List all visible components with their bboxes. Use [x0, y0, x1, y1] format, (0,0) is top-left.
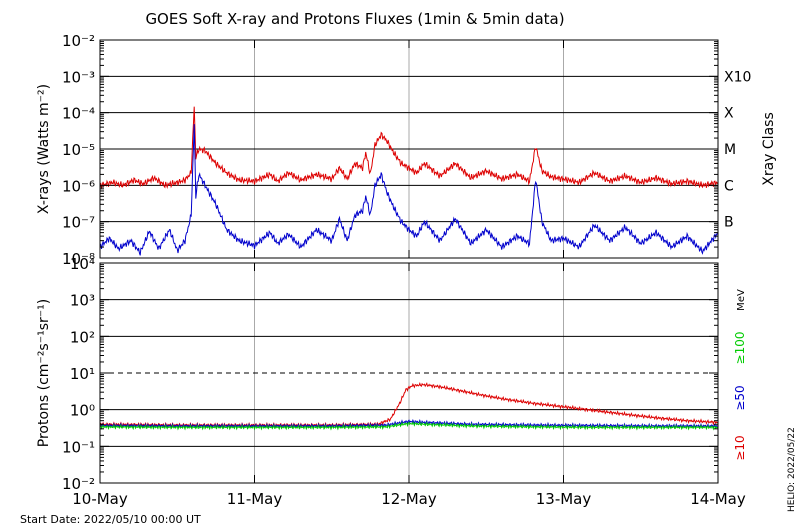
- protons-y-axis-label: Protons (cm⁻²s⁻¹sr⁻¹): [36, 299, 52, 448]
- xray-series-line: [99, 124, 719, 256]
- xray-class-label: X: [724, 106, 734, 122]
- xray-y-axis-label: X-rays (Watts m⁻²): [36, 84, 52, 214]
- xray-series-group: [99, 106, 719, 256]
- y-tick-label: 10⁻⁶: [62, 177, 95, 195]
- y-tick-label: 10⁻¹: [62, 438, 95, 456]
- xray-gridlines: [100, 40, 718, 258]
- y-tick-label: 10⁻²: [62, 475, 95, 493]
- legend-ge50: ≥50: [733, 385, 747, 410]
- xray-class-label: C: [724, 178, 734, 194]
- xray-y-ticks: 10⁻² 10⁻³ 10⁻⁴ 10⁻⁵ 10⁻⁶ 10⁻⁷ 10⁻⁸: [62, 32, 718, 268]
- y-tick-label: 10¹: [70, 365, 95, 383]
- x-tick-label: 12-May: [381, 490, 437, 508]
- x-tick-label: 13-May: [536, 490, 592, 508]
- y-tick-label: 10⁻⁸: [62, 250, 95, 268]
- y-tick-label: 10⁻²: [62, 32, 95, 50]
- xray-class-axis-label: Xray Class: [761, 112, 777, 186]
- y-tick-label: 10²: [70, 328, 95, 346]
- start-date: Start Date: 2022/05/10 00:00 UT: [20, 513, 201, 526]
- protons-gridlines: [100, 263, 718, 483]
- helio-credit: HELIO: 2022/05/22: [787, 427, 797, 512]
- chart-title: GOES Soft X-ray and Protons Fluxes (1min…: [145, 10, 564, 28]
- legend-ge10: ≥10: [733, 435, 747, 460]
- y-tick-label: 10⁰: [70, 402, 95, 420]
- x-axis-ticks: 10-May 11-May 12-May 13-May 14-May: [72, 40, 746, 508]
- xray-panel: 10⁻² 10⁻³ 10⁻⁴ 10⁻⁵ 10⁻⁶ 10⁻⁷ 10⁻⁸ X10 X M C B X-r…: [36, 32, 777, 268]
- y-tick-label: 10³: [70, 292, 95, 310]
- x-tick-label: 10-May: [72, 490, 128, 508]
- y-tick-label: 10⁻⁵: [62, 141, 95, 159]
- x-tick-label: 11-May: [227, 490, 283, 508]
- xray-class-label: M: [724, 142, 736, 158]
- legend-ge100: ≥100: [733, 332, 747, 365]
- y-tick-label: 10⁻⁷: [62, 214, 95, 232]
- xray-series-line: [99, 106, 719, 190]
- protons-panel: 10⁴ 10³ 10² 10¹ 10⁰ 10⁻¹ 10⁻² Protons (cm⁻²s⁻¹…: [36, 255, 747, 493]
- protons-series-group: [99, 381, 719, 431]
- energy-unit-label: MeV: [736, 289, 747, 311]
- y-tick-label: 10⁻⁴: [62, 105, 95, 123]
- y-tick-label: 10⁻³: [62, 68, 95, 86]
- y-tick-label: 10⁴: [70, 255, 95, 273]
- xray-class-label: X10: [724, 69, 751, 85]
- xray-class-label: B: [724, 215, 734, 231]
- x-tick-label: 14-May: [690, 490, 746, 508]
- proton-series-line: [99, 420, 719, 431]
- protons-y-ticks: 10⁴ 10³ 10² 10¹ 10⁰ 10⁻¹ 10⁻²: [62, 255, 718, 493]
- xray-class-labels: X10 X M C B: [724, 69, 751, 230]
